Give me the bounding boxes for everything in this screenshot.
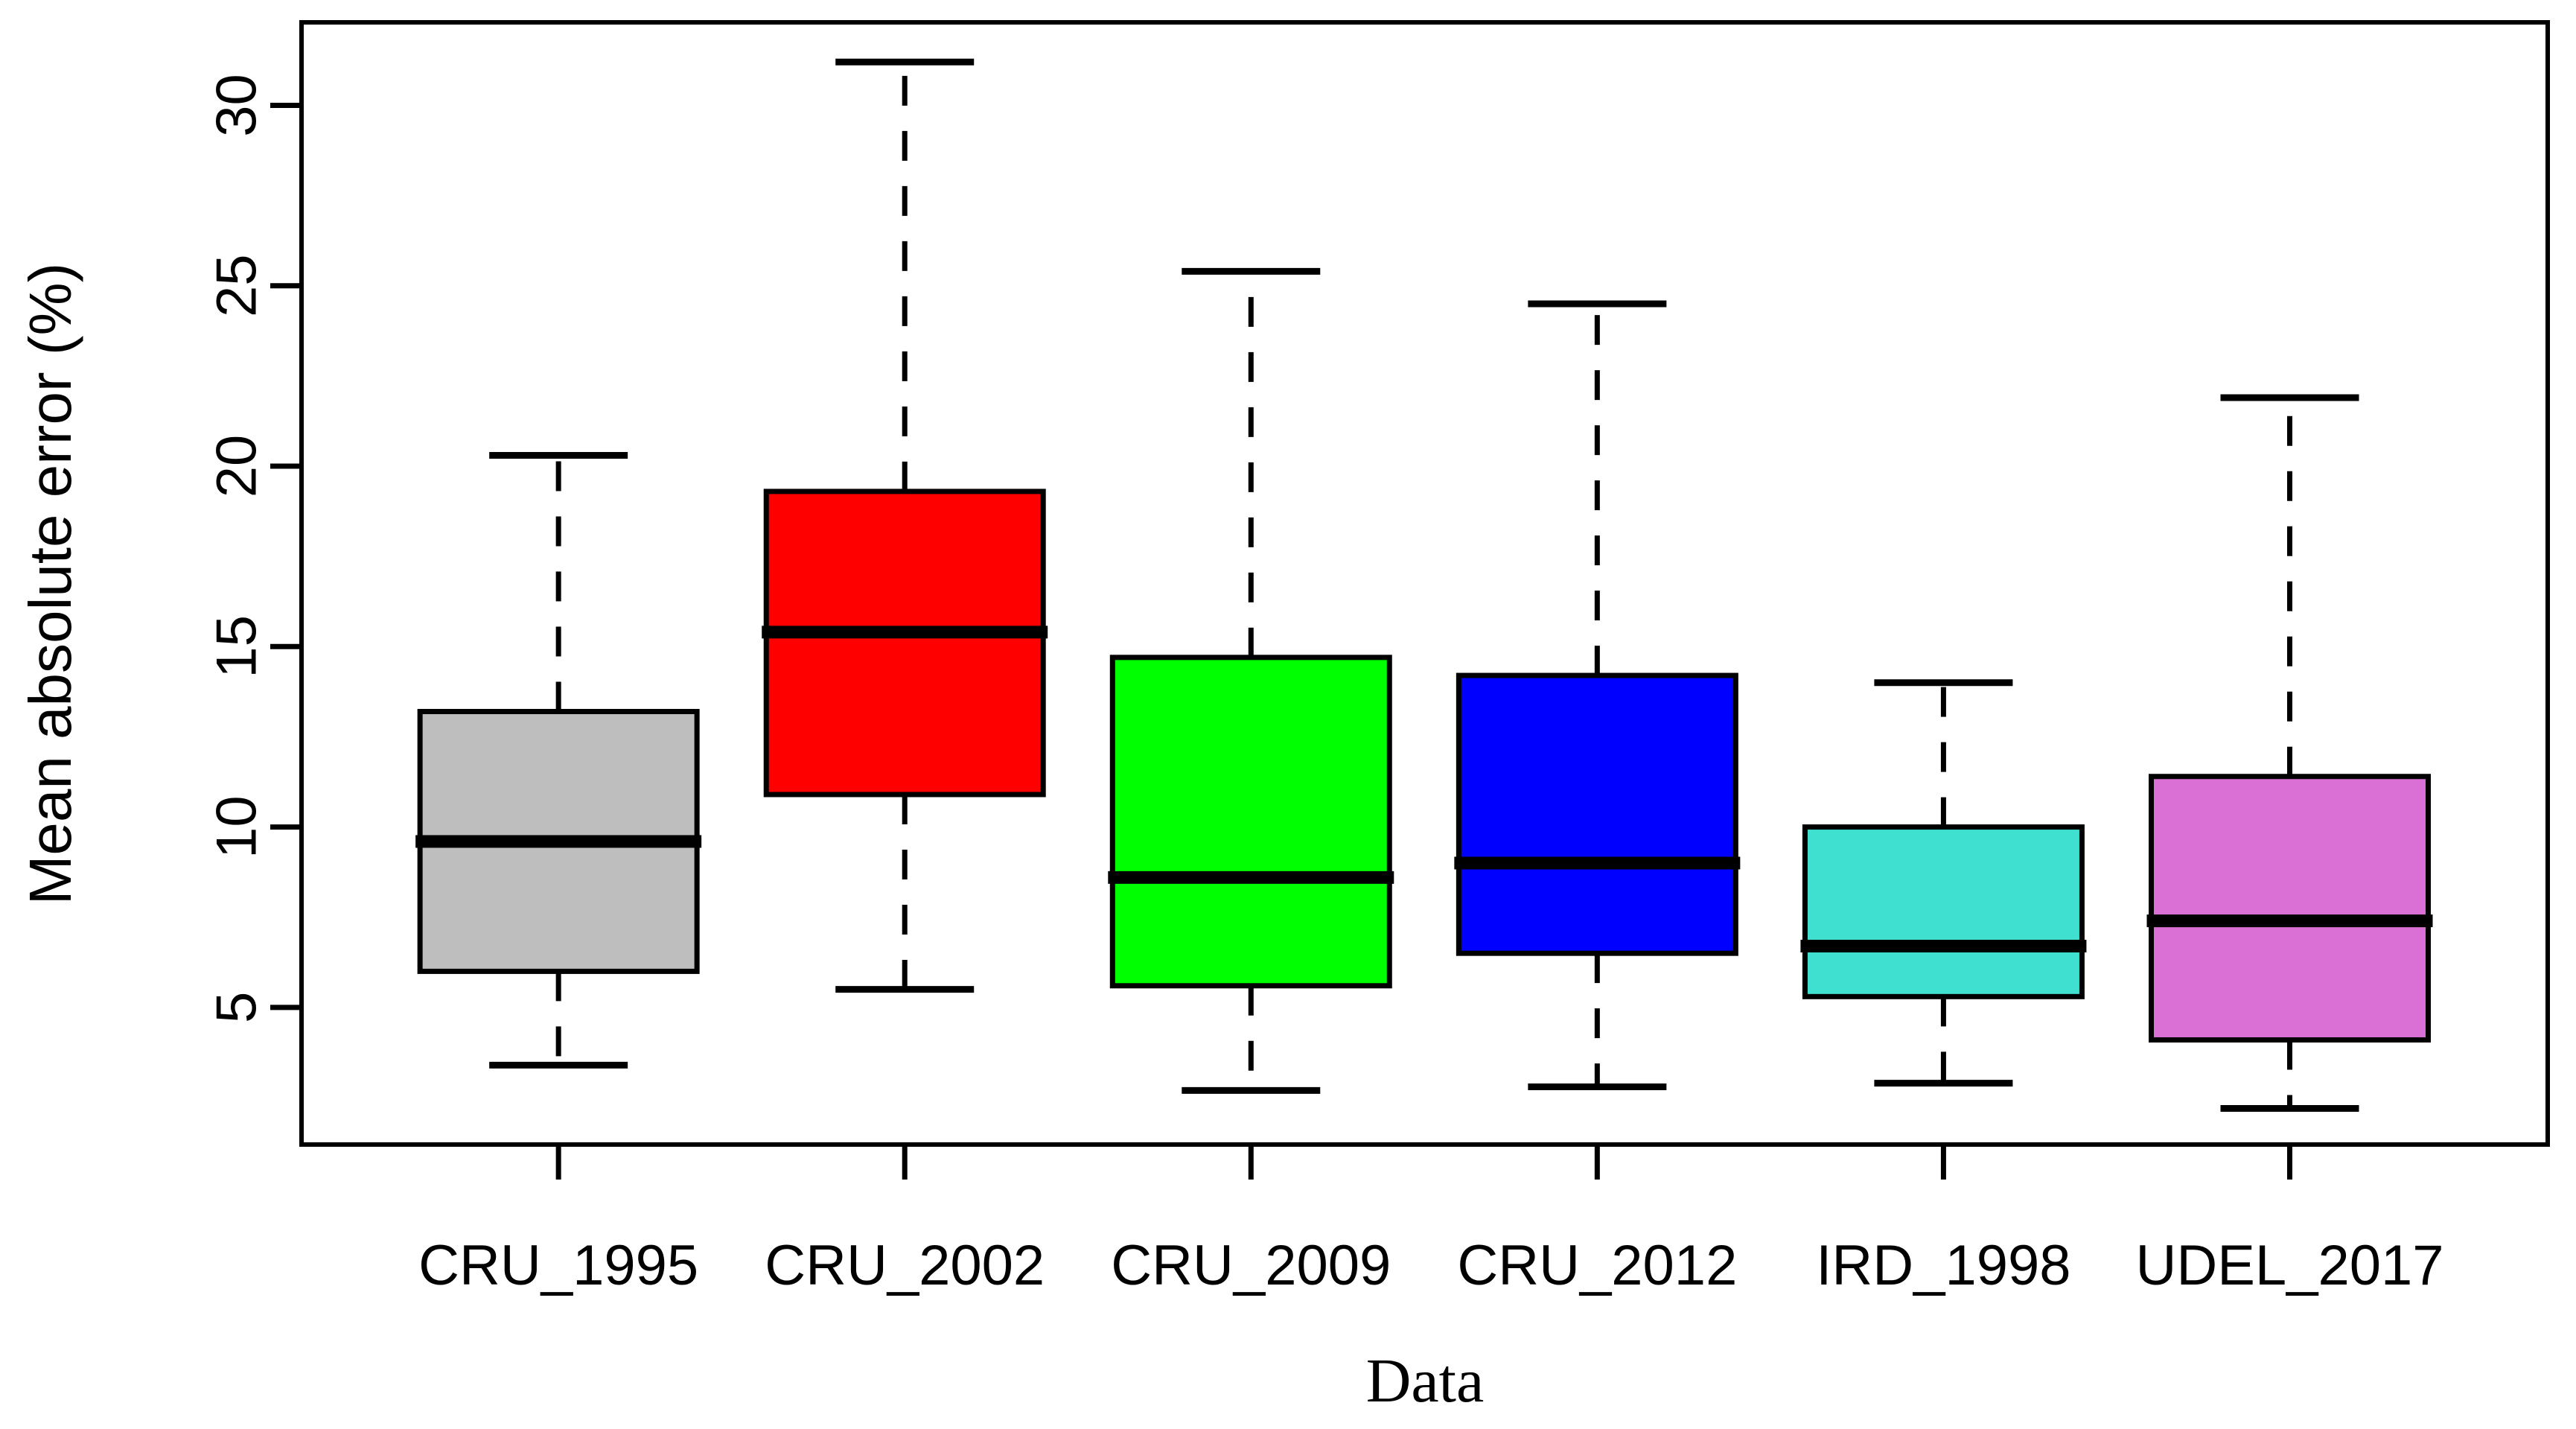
plot-frame xyxy=(299,20,2550,1147)
y-tick-label: 5 xyxy=(205,992,269,1023)
x-tick-label-IRD_1998: IRD_1998 xyxy=(1816,1234,2070,1297)
x-tick-label-CRU_2009: CRU_2009 xyxy=(1111,1234,1391,1297)
x-tick-label-CRU_1995: CRU_1995 xyxy=(418,1234,698,1297)
y-tick-label: 15 xyxy=(205,615,269,678)
box-rect-UDEL_2017 xyxy=(2148,774,2431,1043)
y-tick-label: 10 xyxy=(205,795,269,859)
y-axis-title: Mean absolute error (%) xyxy=(17,263,83,906)
box-rect-CRU_2009 xyxy=(1109,655,1392,989)
x-axis-title: Data xyxy=(1366,1346,1485,1416)
y-tick-label: 30 xyxy=(205,74,269,137)
box-rect-CRU_2002 xyxy=(763,488,1046,798)
x-tick-label-CRU_2012: CRU_2012 xyxy=(1457,1234,1737,1297)
box-rect-CRU_2012 xyxy=(1456,672,1738,956)
box-rect-IRD_1998 xyxy=(1802,824,2085,999)
x-tick-label-CRU_2002: CRU_2002 xyxy=(765,1234,1045,1297)
plot-layer: 5 10 15 20 25 30 CRU_1995 CRU_2002 CRU_2009 CRU_2… xyxy=(205,20,2550,1297)
y-tick-label: 20 xyxy=(205,435,269,498)
y-tick-label: 25 xyxy=(205,254,269,317)
x-tick-label-UDEL_2017: UDEL_2017 xyxy=(2135,1234,2443,1297)
